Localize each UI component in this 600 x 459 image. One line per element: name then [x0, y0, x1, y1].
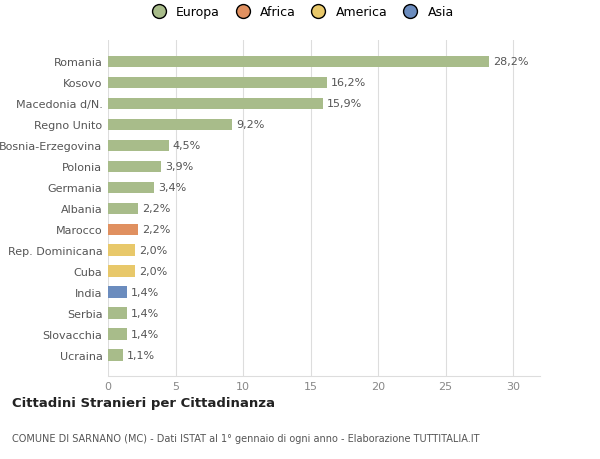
Bar [108, 119, 232, 131]
Bar [108, 245, 135, 257]
Bar [108, 56, 488, 68]
Bar [108, 78, 326, 89]
Text: 2,2%: 2,2% [142, 225, 170, 235]
Bar [108, 182, 154, 194]
Text: 3,9%: 3,9% [164, 162, 193, 172]
Bar [108, 98, 323, 110]
Text: 3,4%: 3,4% [158, 183, 186, 193]
Text: 9,2%: 9,2% [236, 120, 265, 130]
Bar [108, 203, 138, 215]
Bar [108, 266, 135, 277]
Text: 16,2%: 16,2% [331, 78, 366, 88]
Text: 1,4%: 1,4% [131, 288, 159, 297]
Text: 2,0%: 2,0% [139, 267, 167, 277]
Bar [108, 140, 169, 152]
Text: 28,2%: 28,2% [493, 57, 528, 67]
Bar [108, 287, 127, 298]
Text: 4,5%: 4,5% [173, 141, 201, 151]
Text: 1,1%: 1,1% [127, 350, 155, 360]
Text: 1,4%: 1,4% [131, 330, 159, 340]
Text: 1,4%: 1,4% [131, 308, 159, 319]
Bar [108, 161, 161, 173]
Text: 2,2%: 2,2% [142, 204, 170, 214]
Bar [108, 308, 127, 319]
Text: COMUNE DI SARNANO (MC) - Dati ISTAT al 1° gennaio di ogni anno - Elaborazione TU: COMUNE DI SARNANO (MC) - Dati ISTAT al 1… [12, 433, 479, 442]
Legend: Europa, Africa, America, Asia: Europa, Africa, America, Asia [146, 6, 454, 19]
Bar [108, 224, 138, 235]
Bar [108, 329, 127, 340]
Bar [108, 350, 123, 361]
Text: Cittadini Stranieri per Cittadinanza: Cittadini Stranieri per Cittadinanza [12, 396, 275, 409]
Text: 15,9%: 15,9% [326, 99, 362, 109]
Text: 2,0%: 2,0% [139, 246, 167, 256]
